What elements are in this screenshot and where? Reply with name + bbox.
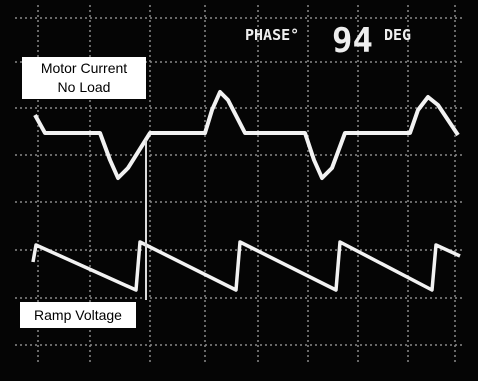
readout-value: 94: [332, 21, 373, 61]
label-box: [20, 302, 136, 328]
ramp-voltage-trace: [31, 240, 461, 292]
motor-current-trace: [33, 90, 460, 180]
trace-label: No Load: [58, 79, 111, 95]
trace-label: Ramp Voltage: [34, 307, 122, 323]
label-box: [22, 57, 146, 99]
trace-label: Motor Current: [41, 60, 127, 76]
readout-label: PHASE°: [245, 26, 299, 44]
readout-unit: DEG: [384, 26, 411, 44]
